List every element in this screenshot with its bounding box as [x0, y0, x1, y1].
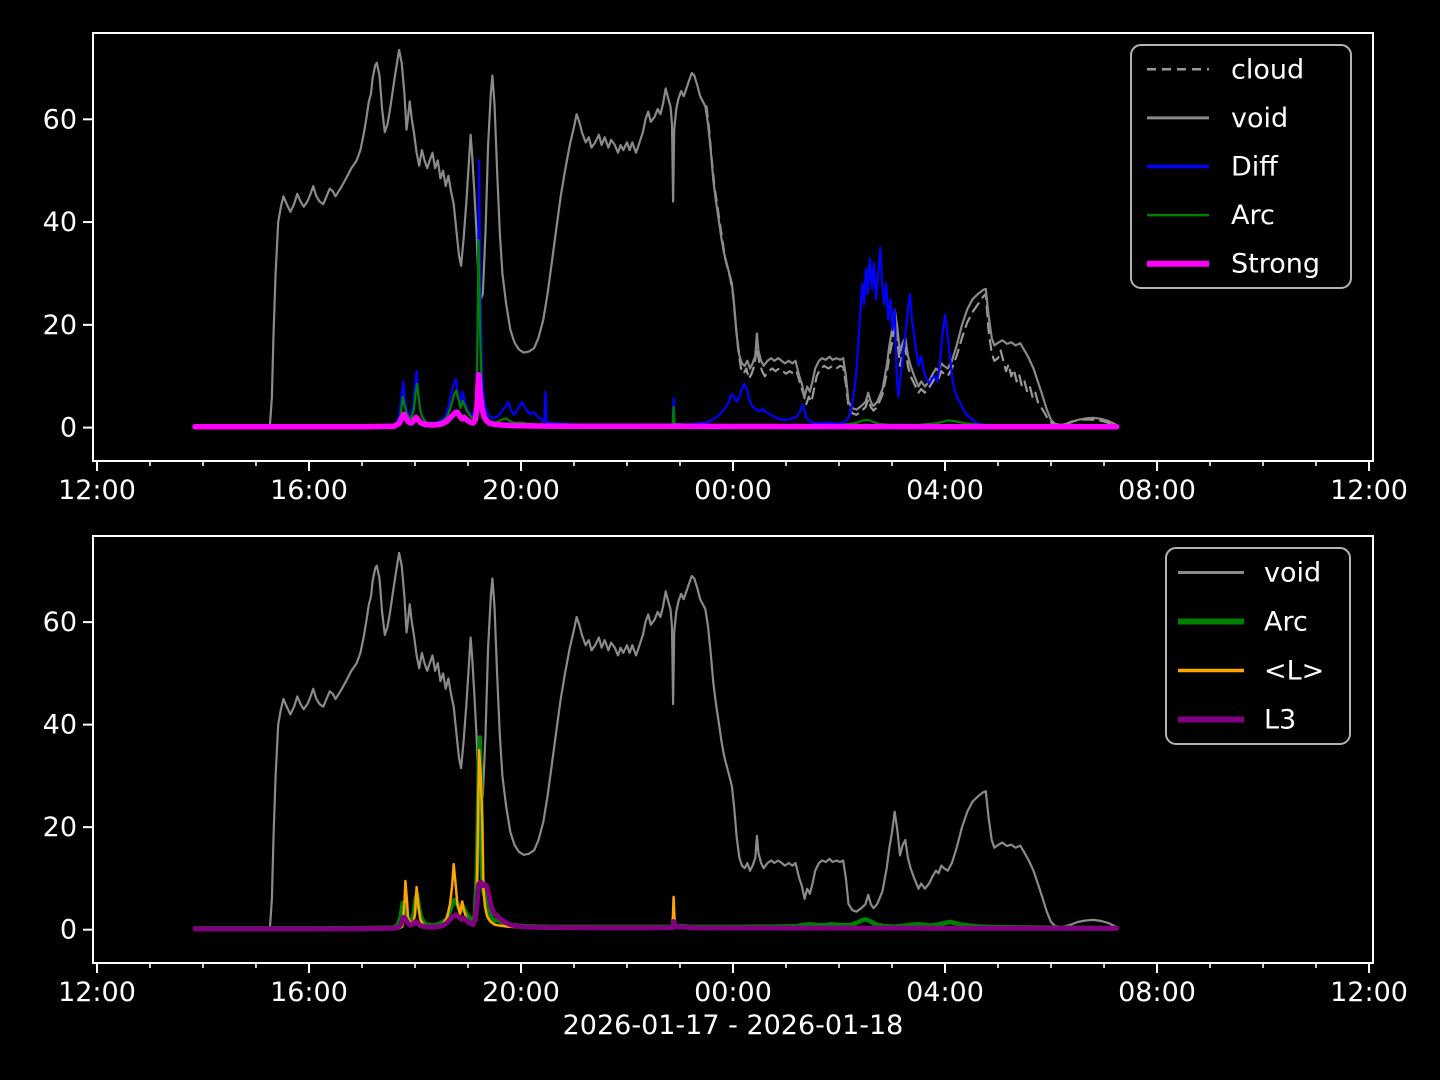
y-tick-label: 40	[43, 710, 77, 741]
y-tick-label: 0	[60, 413, 77, 444]
legend-label-Diff: Diff	[1231, 152, 1279, 183]
legend-box	[1130, 44, 1352, 289]
legend-label-void: void	[1231, 103, 1288, 134]
x-tick-label: 04:00	[906, 475, 984, 506]
legend-box	[1165, 547, 1351, 745]
series-cloud	[705, 105, 1117, 427]
y-tick-label: 20	[43, 812, 77, 843]
x-tick-label: 20:00	[482, 977, 560, 1008]
axes-spines	[92, 32, 1374, 462]
axes-spines	[92, 535, 1374, 964]
x-tick-label: 04:00	[906, 977, 984, 1008]
x-tick-label: 20:00	[482, 475, 560, 506]
y-tick-label: 20	[43, 310, 77, 341]
legend-label-L3: L3	[1264, 705, 1296, 736]
legend-label-Arc: Arc	[1264, 607, 1308, 638]
y-tick-label: 60	[43, 104, 77, 135]
legend-label-L_mean: <L>	[1264, 656, 1324, 687]
x-tick-label: 16:00	[270, 977, 348, 1008]
series-Arc	[192, 735, 1117, 931]
x-tick-label: 08:00	[1118, 475, 1196, 506]
series-L_mean	[193, 749, 1116, 930]
series-void	[193, 48, 1119, 429]
series-Strong	[192, 371, 1120, 430]
legend-label-Strong: Strong	[1231, 249, 1320, 280]
series-Diff	[193, 159, 1116, 428]
y-tick-label: 0	[60, 915, 77, 946]
x-tick-label: 16:00	[270, 475, 348, 506]
y-tick-label: 60	[43, 607, 77, 638]
series-Arc	[193, 239, 1116, 428]
x-tick-label: 12:00	[58, 977, 136, 1008]
legend-label-cloud: cloud	[1231, 54, 1304, 85]
y-tick-label: 40	[43, 207, 77, 238]
series-void	[193, 551, 1119, 931]
x-tick-label: 12:00	[1330, 475, 1408, 506]
x-tick-label: 00:00	[694, 475, 772, 506]
x-tick-label: 12:00	[58, 475, 136, 506]
x-tick-label: 08:00	[1118, 977, 1196, 1008]
series-L3	[192, 879, 1120, 932]
x-axis-label: 2026-01-17 - 2026-01-18	[562, 1010, 904, 1041]
x-tick-label: 12:00	[1330, 977, 1408, 1008]
legend-label-Arc: Arc	[1231, 200, 1275, 231]
legend-label-void: void	[1264, 558, 1321, 589]
x-tick-label: 00:00	[694, 977, 772, 1008]
